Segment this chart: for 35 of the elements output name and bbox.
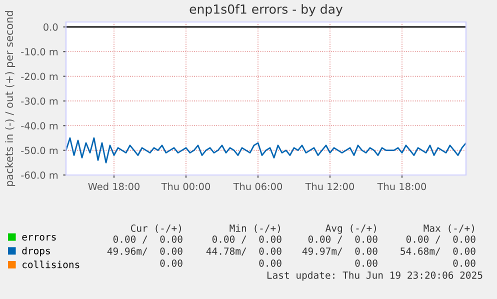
text: 0.00 xyxy=(160,259,182,267)
text: Min (-/+) xyxy=(230,224,280,233)
legend-label: collisions xyxy=(22,260,80,268)
text: 0.00 / 0.00 xyxy=(308,235,378,244)
text: Last update: Thu Jun 19 23:20:06 2025 xyxy=(267,271,482,281)
x-tick-label: Thu 00:00 xyxy=(161,182,210,190)
y-tick-label: -20.0 m xyxy=(21,72,58,80)
y-tick-label: -10.0 m xyxy=(21,48,58,56)
x-tick-label: Wed 18:00 xyxy=(88,182,140,190)
text: 0.00 xyxy=(453,259,476,267)
y-axis-title: packets in (-) / out (+) per second xyxy=(5,11,16,186)
chart-title: enp1s0f1 errors - by day xyxy=(190,4,343,16)
text: 0.00 xyxy=(259,259,282,267)
text: 49.97m/ 0.00 xyxy=(302,247,378,256)
y-tick-label: -60.0 m xyxy=(21,171,58,179)
text: 0.00 / 0.00 xyxy=(406,235,476,244)
text: 0.00 xyxy=(355,259,378,267)
x-tick-label: Thu 12:00 xyxy=(305,182,354,190)
text: Avg (-/+) xyxy=(326,224,376,234)
text: Cur (-/+) xyxy=(130,224,181,233)
text: 44.78m/ 0.00 xyxy=(206,247,282,256)
text: 54.68m/ 0.00 xyxy=(400,247,476,256)
y-tick-label: -30.0 m xyxy=(21,97,58,105)
text: Max (-/+) xyxy=(424,224,474,233)
line-series xyxy=(66,137,466,164)
y-tick-label: 0.0 xyxy=(44,23,58,31)
text: 0.00 / 0.00 xyxy=(212,235,282,244)
text: 49.96m/ 0.00 xyxy=(107,247,182,256)
text: 0.00 / 0.00 xyxy=(113,235,182,244)
x-tick-label: Thu 06:00 xyxy=(233,182,282,190)
y-tick-label: -40.0 m xyxy=(21,122,58,130)
x-tick-label: Thu 18:00 xyxy=(377,182,426,190)
legend-label: drops xyxy=(22,246,50,256)
y-tick-label: -50.0 m xyxy=(21,146,58,154)
legend-label: errors xyxy=(22,234,56,241)
